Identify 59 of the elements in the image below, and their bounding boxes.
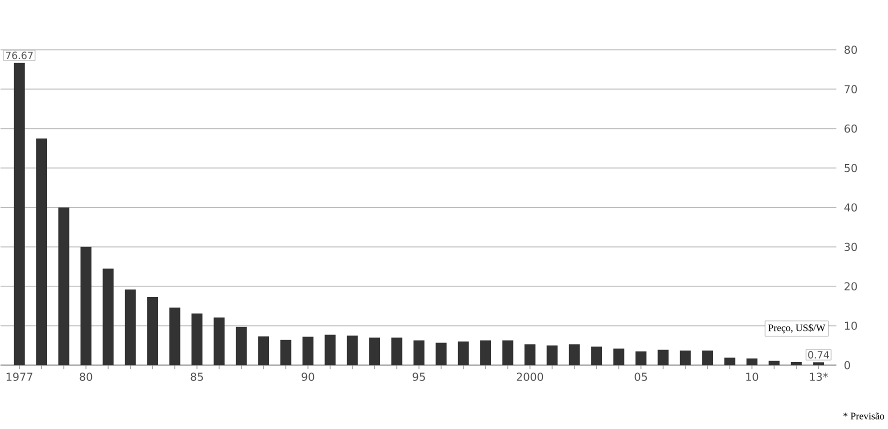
bar — [768, 360, 780, 366]
x-tick-label: 1977 — [6, 372, 32, 381]
bar — [147, 297, 158, 366]
data-label: 76.67 — [6, 52, 33, 60]
x-tick-label: 10 — [746, 372, 758, 381]
bar — [280, 340, 292, 366]
bar — [746, 358, 758, 366]
bar — [302, 336, 314, 366]
text: * Previsão — [843, 412, 884, 420]
annotation: Preço, US$/W — [768, 324, 826, 334]
bar — [568, 344, 580, 366]
bar — [524, 344, 536, 366]
bar — [613, 348, 624, 366]
y-tick-label: 0 — [844, 361, 850, 370]
bar — [369, 338, 380, 366]
y-tick-label: 10 — [844, 322, 857, 330]
bar — [635, 351, 646, 366]
bar — [391, 338, 402, 366]
y-tick-label: 50 — [844, 164, 857, 172]
bar — [124, 290, 136, 366]
y-tick-label: 40 — [844, 203, 857, 212]
bar — [14, 62, 25, 366]
bar — [346, 336, 358, 366]
y-tick-label: 30 — [844, 242, 857, 252]
bar — [546, 346, 558, 366]
bar — [502, 340, 514, 366]
bar — [680, 350, 691, 366]
x-tick-label: 80 — [80, 372, 92, 381]
x-tick-label: 95 — [412, 372, 425, 381]
bar — [169, 308, 180, 366]
bar — [258, 336, 270, 366]
bar — [458, 342, 469, 366]
y-tick-label: 70 — [844, 85, 857, 94]
x-tick-label: 2000 — [516, 372, 544, 381]
bar — [813, 362, 824, 366]
bar — [102, 268, 114, 366]
bar — [58, 208, 70, 366]
bar — [413, 340, 424, 366]
x-tick-label: 90 — [302, 372, 314, 381]
bar — [591, 346, 602, 366]
data-label: 0.74 — [808, 351, 830, 359]
y-tick-label: 60 — [844, 124, 857, 133]
x-tick-label: 05 — [634, 372, 647, 381]
bar — [658, 350, 669, 366]
bar — [480, 340, 492, 366]
bar — [790, 362, 802, 366]
y-tick-label: 80 — [844, 46, 857, 54]
bar — [702, 350, 714, 366]
bar — [324, 334, 336, 366]
bar — [80, 246, 92, 366]
x-tick-label: 13* — [810, 372, 828, 381]
y-tick-label: 20 — [844, 282, 857, 291]
bar — [436, 342, 447, 366]
x-tick-label: 85 — [190, 372, 203, 381]
bar — [191, 314, 202, 366]
bar — [36, 138, 48, 366]
bar — [236, 326, 247, 366]
bar — [214, 318, 225, 366]
bar — [724, 358, 736, 366]
